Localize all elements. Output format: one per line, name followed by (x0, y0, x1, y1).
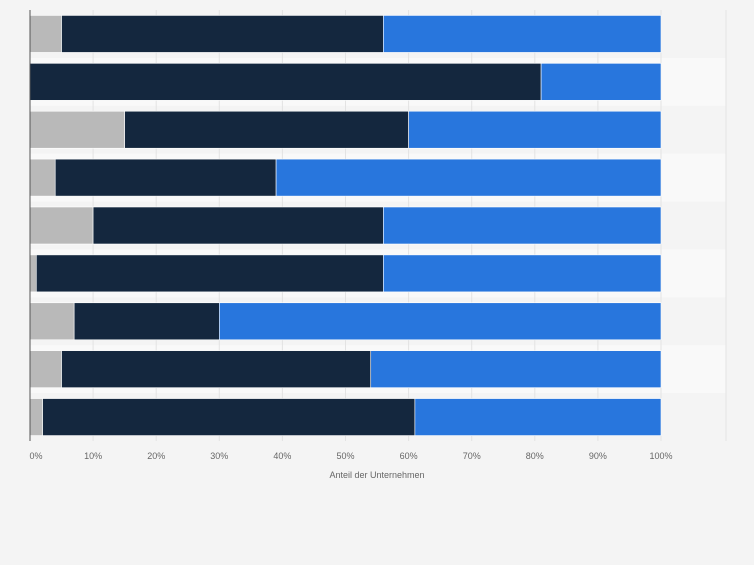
bar-segment (383, 15, 662, 53)
bar-segment (36, 254, 384, 293)
bar-segment (29, 398, 43, 436)
bar-segment (61, 350, 372, 388)
bar-segment (29, 15, 62, 53)
bar-segment (383, 206, 662, 245)
x-tick-label: 80% (526, 451, 544, 461)
bar-segment (29, 206, 94, 245)
bar-segment (29, 158, 56, 197)
bar-segment (383, 254, 662, 293)
x-tick-labels: 0% 10% 20% 30% 40% 50% 60% 70% 80% 90% 100% (29, 451, 672, 461)
bar-segment (92, 206, 384, 245)
bar-segment (29, 63, 542, 101)
bar-segment (540, 63, 662, 101)
x-tick-label: 30% (210, 451, 228, 461)
x-tick-label: 50% (336, 451, 354, 461)
bar-segment (73, 302, 220, 341)
bar-segment (124, 110, 409, 149)
bar-segment (414, 398, 662, 436)
bar-segment (408, 110, 662, 149)
x-tick-label: 10% (84, 451, 102, 461)
x-axis-title: Anteil der Unternehmen (329, 470, 424, 480)
x-tick-label: 40% (273, 451, 291, 461)
bar-segment (275, 158, 662, 197)
bar-segment (370, 350, 662, 388)
x-tick-label: 70% (463, 451, 481, 461)
x-tick-label: 0% (29, 451, 42, 461)
x-tick-label: 60% (400, 451, 418, 461)
bar-segment (29, 350, 62, 388)
bar-segment (219, 302, 662, 341)
bars (29, 15, 662, 436)
bar-segment (29, 254, 37, 293)
bar-segment (42, 398, 416, 436)
bar-segment (29, 302, 75, 341)
x-tick-label: 20% (147, 451, 165, 461)
x-tick-label: 100% (649, 451, 672, 461)
x-tick-label: 90% (589, 451, 607, 461)
bar-segment (29, 110, 125, 149)
bar-segment (54, 158, 277, 197)
bar-segment (61, 15, 384, 53)
